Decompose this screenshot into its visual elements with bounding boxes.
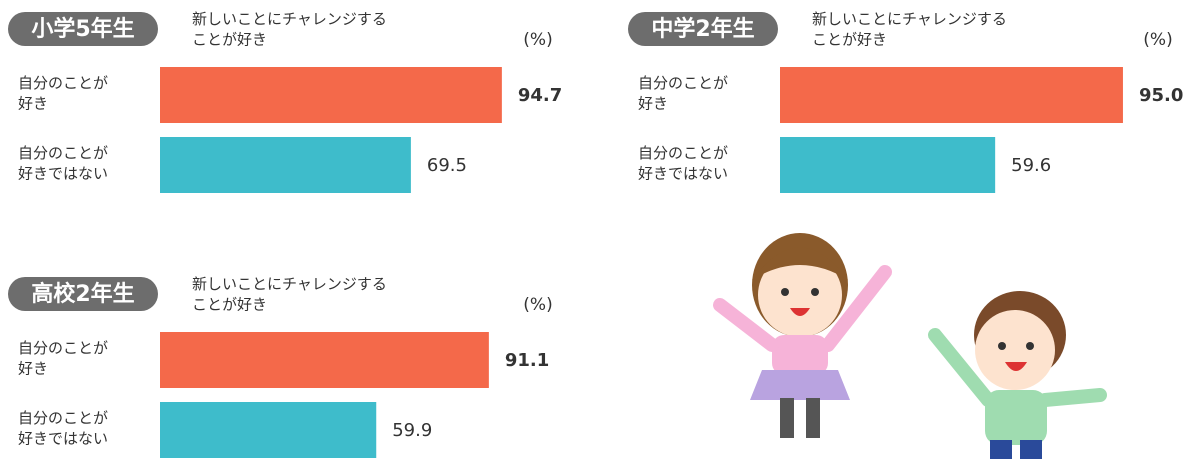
category-label: 自分のことが好きではない (18, 409, 108, 447)
bar (160, 402, 376, 458)
value-label: 69.5 (427, 155, 467, 176)
unit-label: (%) (523, 30, 552, 50)
bar (160, 67, 502, 123)
bar (160, 332, 489, 388)
subtitle: 新しいことにチャレンジすることが好き (192, 10, 387, 48)
category-label: 自分のことが好きではない (18, 144, 108, 182)
value-label: 59.6 (1011, 155, 1051, 176)
value-label: 59.9 (392, 420, 432, 441)
category-label: 自分のことが好きではない (638, 144, 728, 182)
subtitle: 新しいことにチャレンジすることが好き (812, 10, 1007, 48)
value-label: 95.0 (1139, 85, 1183, 106)
bar (780, 67, 1123, 123)
value-label: 91.1 (505, 350, 549, 371)
bar (160, 137, 411, 193)
chart-title: 中学2年生 (651, 16, 754, 42)
bar (780, 137, 995, 193)
chart-title: 小学5年生 (31, 16, 134, 42)
category-label: 自分のことが好き (18, 339, 108, 377)
value-label: 94.7 (518, 85, 562, 106)
unit-label: (%) (1143, 30, 1172, 50)
illustration (720, 233, 1100, 459)
chart-title: 高校2年生 (31, 281, 134, 307)
page: 小学5年生新しいことにチャレンジすることが好き(%)自分のことが好き94.7自分… (0, 0, 1188, 459)
category-label: 自分のことが好き (638, 74, 728, 112)
category-label: 自分のことが好き (18, 74, 108, 112)
subtitle: 新しいことにチャレンジすることが好き (192, 275, 387, 313)
unit-label: (%) (523, 295, 552, 315)
